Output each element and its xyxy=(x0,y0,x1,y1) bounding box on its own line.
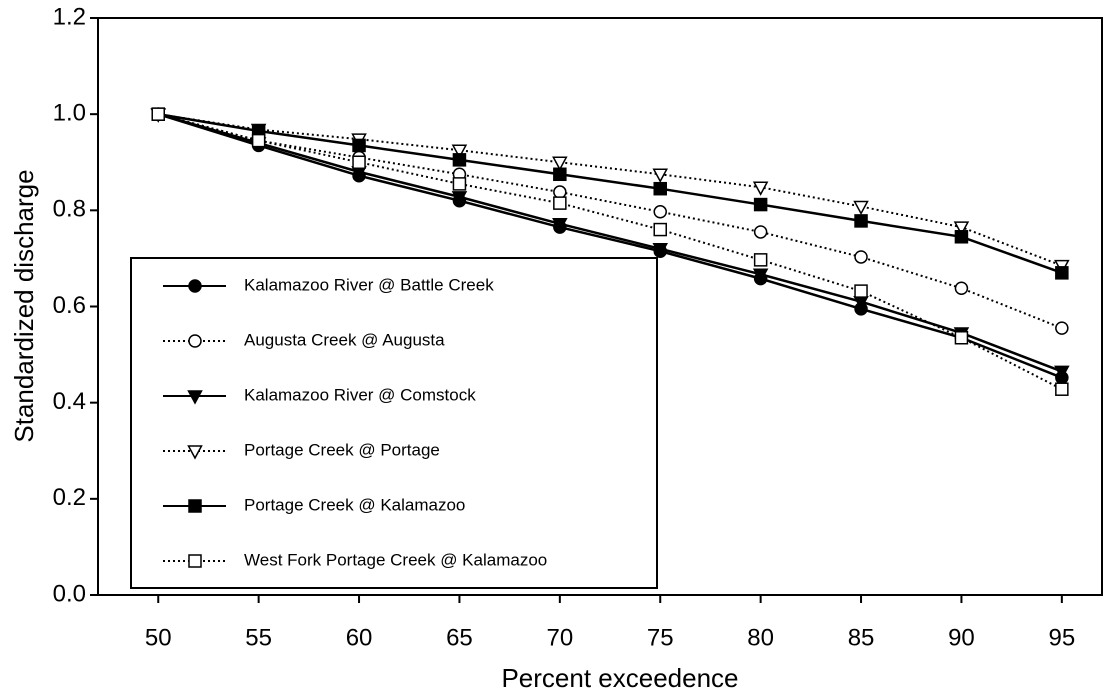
marker xyxy=(552,156,568,171)
marker xyxy=(452,177,467,191)
marker xyxy=(251,133,266,148)
marker xyxy=(652,243,668,258)
legend-marker xyxy=(188,279,202,293)
y-tick-label: 0.8 xyxy=(53,196,86,223)
x-tick-label: 80 xyxy=(747,624,774,651)
x-tick-label: 75 xyxy=(647,624,674,651)
marker xyxy=(452,153,467,167)
x-tick-label: 60 xyxy=(346,624,373,651)
legend-marker xyxy=(187,445,203,460)
marker xyxy=(753,197,768,212)
marker xyxy=(653,205,667,219)
marker xyxy=(151,107,165,121)
marker xyxy=(552,218,568,233)
marker xyxy=(652,168,668,183)
series-line xyxy=(157,112,1063,379)
x-tick-label: 85 xyxy=(848,624,875,651)
marker xyxy=(753,253,768,267)
series-line xyxy=(157,112,1063,373)
marker xyxy=(451,144,468,159)
marker xyxy=(352,138,366,153)
marker xyxy=(753,225,768,239)
x-tick-label: 65 xyxy=(446,624,473,651)
marker xyxy=(653,181,667,196)
marker xyxy=(553,196,567,210)
x-tick-label: 55 xyxy=(245,624,272,651)
marker xyxy=(853,200,869,216)
y-axis-title: Standardized discharge xyxy=(9,169,39,442)
marker xyxy=(854,284,868,298)
marker xyxy=(553,185,567,199)
marker xyxy=(553,167,567,182)
legend-marker xyxy=(188,334,202,348)
marker xyxy=(752,181,769,196)
marker xyxy=(954,281,969,295)
legend-marker xyxy=(188,499,202,513)
marker xyxy=(352,155,366,169)
series-line xyxy=(157,113,1063,330)
legend-label: Portage Creek @ Portage xyxy=(244,440,440,459)
y-tick-label: 0.6 xyxy=(53,292,86,319)
x-tick-label: 90 xyxy=(948,624,975,651)
legend-label: Portage Creek @ Kalamazoo xyxy=(244,495,465,514)
marker xyxy=(954,230,969,244)
x-tick-label: 50 xyxy=(145,624,172,651)
marker xyxy=(953,221,970,236)
marker xyxy=(854,214,868,228)
y-tick-label: 0.2 xyxy=(53,484,86,511)
marker xyxy=(1055,266,1069,280)
y-tick-label: 1.2 xyxy=(53,3,86,30)
legend-label: Kalamazoo River @ Battle Creek xyxy=(244,275,494,294)
legend-label: West Fork Portage Creek @ Kalamazoo xyxy=(244,550,547,569)
x-tick-label: 95 xyxy=(1048,624,1075,651)
y-tick-label: 0.0 xyxy=(53,580,86,607)
legend-marker xyxy=(188,554,202,568)
marker xyxy=(451,191,468,206)
marker xyxy=(1055,382,1069,396)
marker xyxy=(653,222,667,237)
x-axis-title: Percent exceedence xyxy=(501,663,738,693)
marker xyxy=(1055,321,1069,335)
legend-box xyxy=(130,257,658,589)
y-tick-label: 0.4 xyxy=(53,388,86,415)
marker xyxy=(854,250,868,264)
legend-marker xyxy=(187,390,203,405)
series-line xyxy=(158,113,1063,267)
series-line xyxy=(158,112,1063,275)
marker xyxy=(752,268,769,283)
legend-label: Augusta Creek @ Augusta xyxy=(244,330,445,349)
marker xyxy=(1054,365,1070,380)
y-tick-label: 1.0 xyxy=(53,100,86,127)
x-tick-label: 70 xyxy=(546,624,573,651)
series-line xyxy=(157,113,1063,391)
legend-label: Kalamazoo River @ Comstock xyxy=(244,385,476,404)
marker xyxy=(954,331,969,345)
